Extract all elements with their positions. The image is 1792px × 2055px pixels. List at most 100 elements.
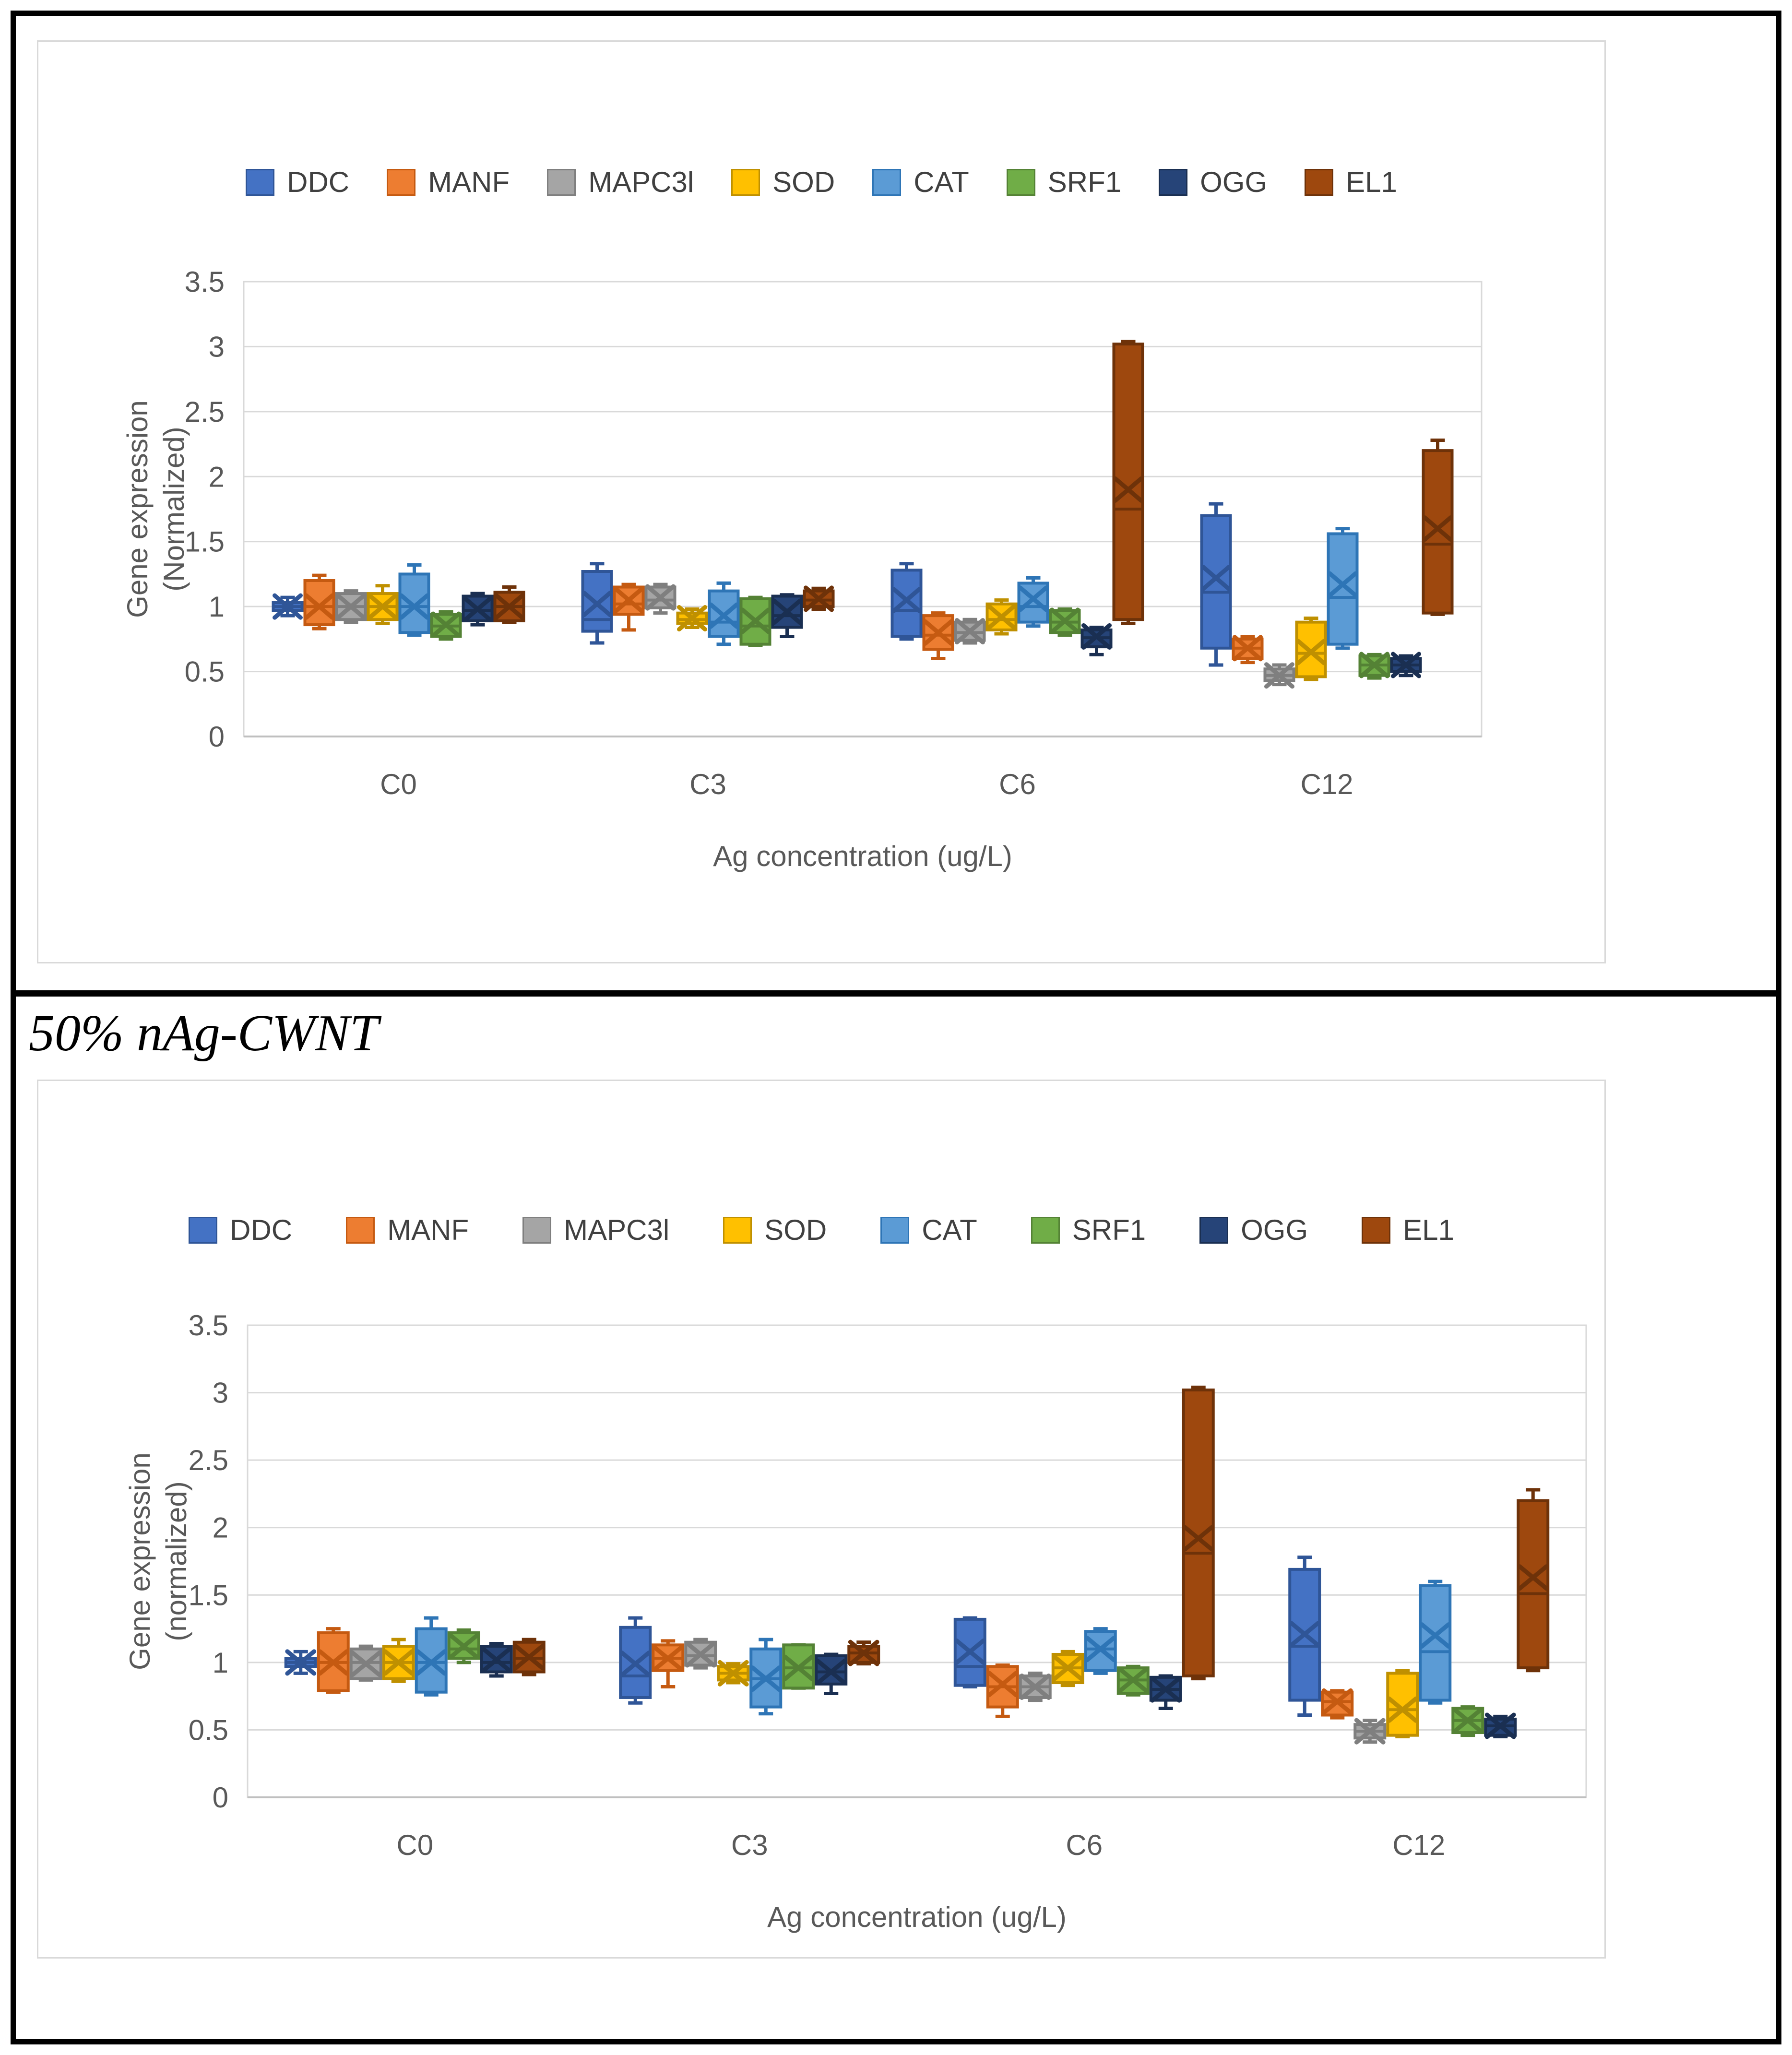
- box-MANF-C0: [317, 1627, 350, 1694]
- legend-item-SRF1: SRF1: [1006, 166, 1121, 199]
- box-EL1-C6: [1112, 340, 1144, 625]
- box-MAPC3l-C12: [1263, 662, 1295, 689]
- box-SOD-C6: [1051, 1650, 1084, 1687]
- legend-swatch-icon: [346, 1216, 375, 1244]
- legend-label: CAT: [914, 166, 969, 198]
- box-MAPC3l-C3: [684, 1638, 717, 1670]
- y-tick-label: 1: [213, 1647, 228, 1679]
- box-SOD-C0: [382, 1638, 415, 1683]
- box-MANF-C12: [1232, 634, 1264, 665]
- legend-swatch-icon: [387, 168, 416, 196]
- series-MAPC3l: [349, 1638, 1387, 1745]
- y-tick-label: 3.5: [189, 1309, 228, 1342]
- legend-item-MAPC3l: MAPC3l: [522, 1213, 669, 1247]
- x-category-label: C6: [999, 768, 1036, 800]
- box-SOD-C3: [676, 605, 708, 632]
- box-SRF1-C6: [1116, 1664, 1150, 1697]
- box-OGG-C0: [480, 1641, 513, 1678]
- y-tick-label: 2: [209, 461, 225, 493]
- box-SRF1-C6: [1049, 607, 1081, 637]
- legend-item-SOD: SOD: [731, 166, 835, 199]
- bottom-chart-legend: DDC MANF MAPC3l SOD CAT SRF1 OGG EL1: [38, 1213, 1604, 1247]
- legend-label: MAPC3l: [588, 166, 694, 198]
- box-OGG-C3: [771, 593, 803, 638]
- box-SRF1-C0: [447, 1628, 480, 1664]
- box-SRF1-C12: [1451, 1705, 1484, 1737]
- box-SOD-C0: [367, 584, 399, 625]
- series-EL1: [493, 340, 1454, 625]
- bottom-y-axis-title: Gene expression (normalized): [122, 1321, 195, 1801]
- y-tick-label: 0: [209, 721, 225, 753]
- box-MANF-C12: [1321, 1688, 1354, 1720]
- box-MAPC3l-C0: [335, 589, 367, 624]
- y-axis-title-line1: Gene expression: [124, 1452, 156, 1670]
- box-MAPC3l-C6: [1019, 1671, 1052, 1702]
- legend-item-SRF1: SRF1: [1031, 1213, 1146, 1247]
- top-x-axis-title: Ag concentration (ug/L): [713, 840, 1012, 872]
- box-EL1-C0: [493, 585, 525, 624]
- top-box-whisker-chart: 0 0.5 1 1.5 2 2.5 3 3.5 C0 C3 C6 C12: [185, 266, 1483, 800]
- legend-item-MANF: MANF: [346, 1213, 469, 1247]
- legend-swatch-icon: [1199, 1216, 1229, 1244]
- y-tick-label: 2.5: [185, 396, 225, 428]
- box-DDC-C0: [272, 593, 304, 620]
- x-category-label: C3: [689, 768, 726, 800]
- y-tick-label: 3: [209, 331, 225, 363]
- y-tick-label: 0: [213, 1782, 228, 1814]
- legend-swatch-icon: [880, 1216, 910, 1244]
- box-CAT-C12: [1327, 527, 1359, 650]
- legend-item-DDC: DDC: [189, 1213, 292, 1247]
- legend-label: SRF1: [1072, 1214, 1146, 1246]
- box-CAT-C12: [1419, 1580, 1452, 1705]
- box-MAPC3l-C12: [1353, 1718, 1387, 1745]
- box-OGG-C6: [1080, 623, 1113, 656]
- legend-swatch-icon: [1362, 1216, 1391, 1244]
- legend-label: SOD: [772, 166, 835, 198]
- series-SOD: [382, 1638, 1419, 1738]
- box-CAT-C6: [1084, 1627, 1117, 1675]
- gridlines: [248, 1324, 1586, 1731]
- legend-label: OGG: [1200, 166, 1268, 198]
- series-DDC: [272, 502, 1232, 667]
- series-EL1: [512, 1385, 1550, 1681]
- box-MANF-C6: [922, 611, 954, 660]
- figure-caption: 50% nAg-CWNT: [29, 1005, 379, 1062]
- legend-item-SOD: SOD: [723, 1213, 827, 1247]
- row-separator-line: [11, 990, 1781, 997]
- legend-item-MANF: MANF: [387, 166, 510, 199]
- bottom-box-whisker-chart: 0 0.5 1 1.5 2 2.5 3 3.5 C0 C3 C6 C12: [189, 1309, 1587, 1861]
- series-OGG: [480, 1641, 1517, 1739]
- box-DDC-C6: [890, 562, 923, 641]
- legend-label: EL1: [1346, 166, 1397, 198]
- legend-label: DDC: [230, 1214, 293, 1246]
- legend-label: EL1: [1403, 1214, 1454, 1246]
- series-SRF1: [447, 1628, 1484, 1737]
- box-EL1-C12: [1422, 438, 1454, 616]
- y-tick-label: 1: [209, 591, 225, 623]
- legend-swatch-icon: [246, 168, 275, 196]
- box-EL1-C6: [1182, 1385, 1215, 1681]
- series-MANF: [317, 1627, 1354, 1720]
- box-DDC-C3: [619, 1616, 652, 1705]
- y-axis-title-line1: Gene expression: [121, 400, 154, 618]
- box-EL1-C0: [512, 1638, 546, 1676]
- x-category-labels: C0 C3 C6 C12: [396, 1829, 1445, 1861]
- y-tick-label: 3.5: [185, 266, 225, 298]
- legend-swatch-icon: [547, 168, 576, 196]
- box-SOD-C12: [1386, 1669, 1419, 1738]
- y-axis-title-line2: (normalized): [160, 1481, 192, 1641]
- box-SOD-C6: [985, 598, 1018, 636]
- box-SRF1-C12: [1358, 652, 1390, 680]
- box-OGG-C12: [1390, 652, 1422, 678]
- series-MAPC3l: [335, 582, 1295, 689]
- box-SOD-C3: [717, 1660, 750, 1687]
- legend-label: MAPC3l: [564, 1214, 670, 1246]
- box-MANF-C3: [652, 1639, 685, 1688]
- series-SOD: [367, 584, 1327, 681]
- x-category-label: C0: [396, 1829, 433, 1861]
- box-DDC-C3: [581, 562, 613, 645]
- x-category-label: C0: [380, 768, 417, 800]
- figure-outer-border: [11, 11, 1781, 2044]
- box-SRF1-C3: [782, 1643, 815, 1690]
